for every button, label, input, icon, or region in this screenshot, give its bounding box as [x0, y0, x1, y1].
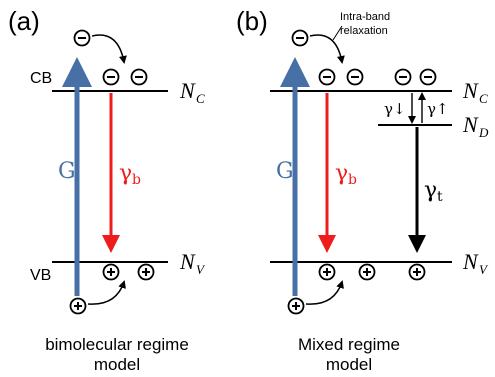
panel-b-hole-relax-arrow: [305, 280, 344, 305]
panel-a-nc-label: N: [179, 78, 196, 103]
panel-b-hole-vb-1-icon: [318, 263, 336, 281]
panel-b-nv-label: N: [462, 249, 479, 274]
panel-a-g-label: G: [58, 159, 76, 184]
panel-b-label: (b): [236, 6, 268, 36]
annotation-line2: relaxation: [340, 25, 388, 37]
panel-a-gamma-b: γ: [119, 161, 132, 186]
panel-a-electron-cb-2-icon: [130, 68, 148, 86]
panel-b-hole-bottom-icon: [287, 297, 305, 315]
panel-a-hole-vb-2-icon: [137, 263, 155, 281]
annotation-leader-line: [332, 25, 343, 41]
panel-b-electron-cb-2-icon: [346, 68, 364, 86]
panel-b-gamma-b-sub: b: [348, 172, 357, 188]
panel-a-vb-label: VB: [30, 267, 51, 284]
panel-a-caption-line2: model: [94, 355, 140, 374]
panel-a: (a) CB VB N C N V G γ b: [8, 6, 206, 374]
panel-a-cb-label: CB: [30, 70, 52, 87]
panel-a-hole-bottom-icon: [69, 297, 87, 315]
panel-b-nd-sub: D: [478, 125, 489, 140]
panel-b-electron-cb-3-icon: [394, 68, 412, 86]
panel-b-nc-sub: C: [479, 91, 488, 106]
panel-b-caption-line1: Mixed regime: [298, 335, 400, 354]
panel-b-electron-cb-1-icon: [318, 68, 336, 86]
panel-b-nd-label: N: [462, 112, 479, 137]
panel-a-nv-label: N: [179, 249, 196, 274]
panel-b-gamma-b: γ: [335, 161, 348, 186]
panel-a-nc-sub: C: [196, 91, 205, 106]
panel-b-nc-label: N: [462, 78, 479, 103]
panel-a-electron-relax-arrow: [91, 34, 127, 64]
panel-a-gamma-b-sub: b: [132, 172, 141, 188]
panel-b-nv-sub: V: [479, 262, 489, 277]
panel-b-gamma-t: γ: [424, 178, 437, 203]
panel-b-electron-relax-arrow: [309, 34, 345, 64]
panel-a-electron-cb-1-icon: [102, 68, 120, 86]
panel-b-gamma-down: γ↓: [384, 100, 406, 118]
panel-a-electron-top-icon: [73, 29, 91, 47]
panel-b-hole-vb-2-icon: [358, 263, 376, 281]
panel-a-nv-sub: V: [196, 262, 206, 277]
panel-b-hole-vb-3-icon: [408, 263, 426, 281]
panel-b-caption-line2: model: [326, 355, 372, 374]
panel-a-hole-relax-arrow: [87, 280, 126, 305]
panel-a-caption-line1: bimolecular regime: [45, 335, 189, 354]
panel-b-gamma-up: γ↑: [427, 100, 449, 118]
panel-b-electron-cb-4-icon: [419, 68, 437, 86]
panel-a-label: (a): [8, 6, 40, 36]
panel-b-gamma-t-sub: t: [437, 189, 443, 205]
annotation-line1: Intra-band: [340, 11, 390, 23]
panel-b-electron-top-icon: [291, 29, 309, 47]
panel-b: (b) Intra-band relaxation N C N D N V G …: [236, 6, 489, 374]
panel-a-hole-vb-1-icon: [102, 263, 120, 281]
panel-b-g-label: G: [276, 159, 294, 184]
